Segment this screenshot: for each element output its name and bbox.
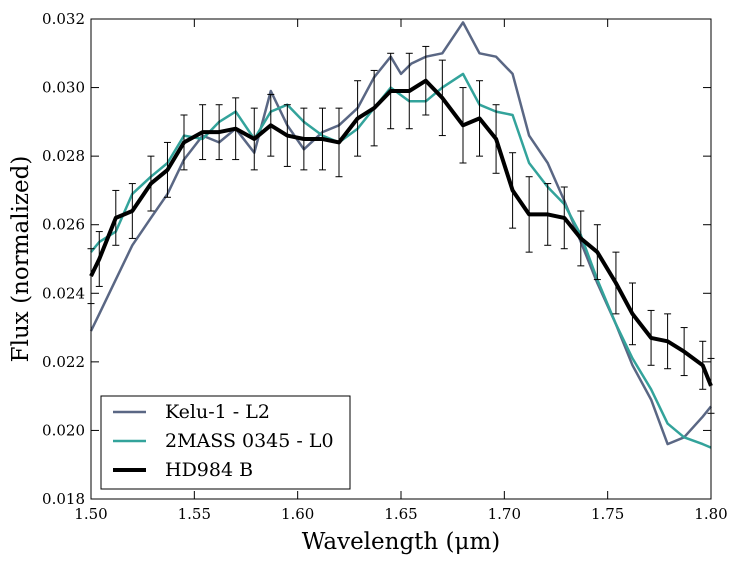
y-tick-label: 0.028 <box>42 147 85 165</box>
error-bar <box>459 87 467 164</box>
error-bar <box>267 93 275 157</box>
error-bar <box>199 104 207 161</box>
error-bar <box>476 80 484 157</box>
x-tick-label: 1.55 <box>178 505 211 523</box>
x-tick-label: 1.65 <box>384 505 417 523</box>
error-bar <box>232 97 240 161</box>
error-bar <box>647 309 655 366</box>
error-bar <box>128 183 136 239</box>
x-axis-label: Wavelength (μm) <box>302 529 501 555</box>
error-bar <box>422 45 430 116</box>
legend-label-2mass: 2MASS 0345 - L0 <box>165 430 334 452</box>
legend: Kelu-1 - L2 2MASS 0345 - L0 HD984 B <box>100 395 351 490</box>
error-bar <box>387 52 395 130</box>
error-bar <box>283 104 291 167</box>
error-bar <box>628 282 636 346</box>
legend-label-hd984b: HD984 B <box>165 459 253 481</box>
error-bar <box>335 107 343 178</box>
y-tick-label: 0.026 <box>42 216 85 234</box>
x-tick-label: 1.60 <box>281 505 314 523</box>
error-bar <box>577 210 585 267</box>
series-line-1 <box>90 72 712 449</box>
y-tick-label: 0.018 <box>42 490 85 508</box>
error-bar <box>180 114 188 171</box>
x-tick-label: 1.70 <box>488 505 521 523</box>
error-bar <box>699 340 707 390</box>
series-line-2 <box>89 78 713 387</box>
error-bar <box>560 186 568 250</box>
error-bar <box>370 69 378 147</box>
error-bar <box>405 52 413 130</box>
error-bar <box>250 107 258 171</box>
error-bar <box>215 104 223 161</box>
error-bar <box>147 155 155 212</box>
error-bar <box>680 327 688 377</box>
error-bar <box>318 107 326 171</box>
error-bar <box>163 141 171 198</box>
error-bar <box>95 231 103 287</box>
error-bar <box>664 313 672 370</box>
y-axis-label: Flux (normalized) <box>8 156 34 363</box>
x-tick-label: 1.50 <box>74 505 107 523</box>
plot-frame <box>90 18 712 500</box>
y-tick-label: 0.022 <box>42 353 85 371</box>
y-tick-label: 0.030 <box>42 79 85 97</box>
x-tick-label: 1.75 <box>591 505 624 523</box>
y-tick-label: 0.020 <box>42 421 85 439</box>
error-bar <box>354 80 362 157</box>
error-bar <box>438 59 446 137</box>
error-bar <box>525 176 533 253</box>
error-bar <box>300 107 308 171</box>
error-bar <box>593 224 601 281</box>
y-tick-label: 0.024 <box>42 284 85 302</box>
series-layer <box>89 21 713 449</box>
x-tick-labels: 1.50 1.55 1.60 1.65 1.70 1.75 1.80 <box>74 505 727 523</box>
legend-label-kelu: Kelu-1 - L2 <box>165 401 270 423</box>
error-bar <box>492 104 500 174</box>
y-tick-label: 0.032 <box>42 10 85 28</box>
error-bar <box>509 152 517 229</box>
error-bar <box>112 189 120 246</box>
x-tick-label: 1.80 <box>694 505 727 523</box>
y-tick-labels: 0.018 0.020 0.022 0.024 0.026 0.028 0.030 0.032 <box>42 10 85 508</box>
error-bar <box>544 183 552 246</box>
error-bar <box>612 251 620 315</box>
